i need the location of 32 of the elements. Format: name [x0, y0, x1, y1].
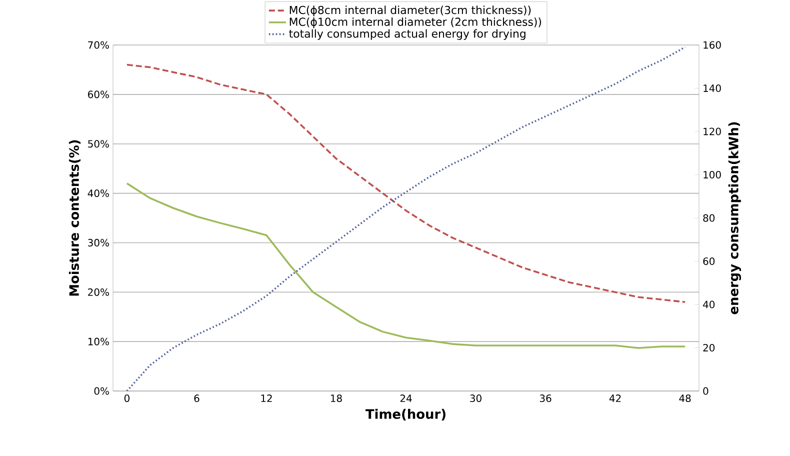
- legend-label: MC(ϕ8cm internal diameter(3cm thickness)): [290, 6, 531, 16]
- x-tick-label: 24: [400, 394, 412, 402]
- x-tick-label: 48: [679, 394, 691, 402]
- x-tick-label: 6: [194, 394, 200, 402]
- y-axis-title: Moisture contents(%): [68, 140, 80, 296]
- y2-tick-label: 140: [704, 84, 721, 92]
- y2-tick-label: 160: [704, 41, 721, 49]
- y-tick-label: 0%: [94, 387, 109, 395]
- x-tick-label: 30: [470, 394, 482, 402]
- y-tick-label: 50%: [88, 140, 109, 148]
- legend-label: MC(ϕ10cm internal diameter (2cm thickness)): [290, 17, 542, 28]
- y-tick-label: 20%: [88, 288, 109, 296]
- x-tick-label: 36: [540, 394, 552, 402]
- legend-label: totally consumped actual energy for drying: [289, 29, 526, 40]
- y-tick-label: 70%: [88, 41, 109, 49]
- y-tick-label: 60%: [88, 90, 109, 98]
- x-tick-label: 12: [261, 394, 272, 402]
- x-tick-label: 0: [124, 394, 130, 402]
- y2-axis-title: energy consumption(kWh): [728, 122, 742, 314]
- y2-tick-label: 0: [703, 387, 708, 395]
- y2-tick-label: 40: [703, 300, 715, 308]
- y-tick-label: 30%: [88, 238, 109, 246]
- y2-tick-label: 60: [703, 257, 715, 266]
- y2-tick-label: 20: [703, 344, 715, 352]
- x-tick-label: 42: [609, 394, 621, 402]
- y2-tick-label: 100: [704, 170, 721, 179]
- x-tick-label: 18: [331, 394, 342, 402]
- x-axis-title: Time(hour): [366, 408, 446, 420]
- y-tick-label: 40%: [88, 190, 109, 198]
- y-tick-label: 10%: [88, 338, 109, 346]
- y2-tick-label: 80: [703, 214, 715, 222]
- y2-tick-label: 120: [704, 128, 721, 136]
